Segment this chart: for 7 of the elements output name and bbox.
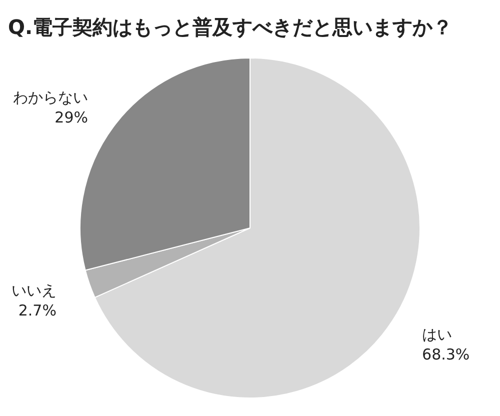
slice-label: はい (422, 325, 452, 344)
slice-label: いいえ (11, 282, 56, 300)
data-label: 2.7% (18, 302, 56, 320)
data-label: 29% (54, 108, 88, 126)
data-label: 68.3% (422, 345, 470, 364)
slice-label: わからない (13, 88, 88, 106)
chart-title: Q.電子契約はもっと普及すべきだと思いますか？ (8, 15, 453, 39)
